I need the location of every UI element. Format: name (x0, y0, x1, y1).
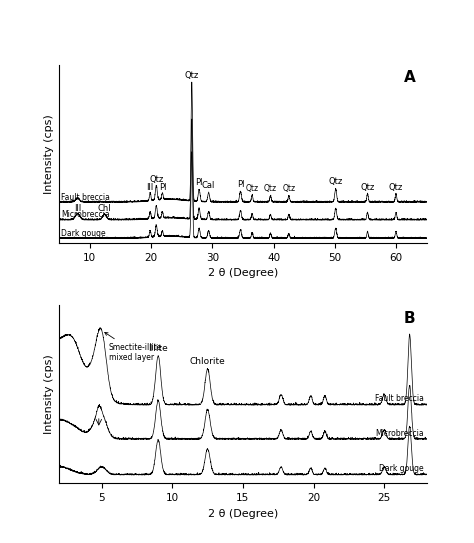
Text: Qtz: Qtz (185, 71, 199, 80)
Text: Qtz: Qtz (149, 175, 164, 184)
Text: Pl: Pl (195, 178, 203, 187)
Text: Smectite-illite
mixed layer: Smectite-illite mixed layer (105, 332, 162, 363)
Text: Qtz: Qtz (328, 177, 343, 186)
Text: Chlorite: Chlorite (190, 357, 226, 367)
Text: Microbreccia: Microbreccia (375, 428, 424, 438)
Y-axis label: Intensity (cps): Intensity (cps) (44, 114, 54, 194)
Text: Chl: Chl (98, 204, 111, 213)
Text: Microbreccia: Microbreccia (61, 210, 109, 219)
Text: Ill: Ill (146, 184, 154, 192)
Text: B: B (404, 311, 416, 326)
Text: Cal: Cal (202, 181, 215, 190)
Text: Illite: Illite (148, 344, 168, 353)
X-axis label: 2 θ (Degree): 2 θ (Degree) (208, 268, 278, 279)
Text: Pl: Pl (237, 180, 244, 189)
Text: Fault breccia: Fault breccia (61, 193, 110, 201)
Text: Qtz: Qtz (264, 184, 277, 193)
X-axis label: 2 θ (Degree): 2 θ (Degree) (208, 509, 278, 519)
Y-axis label: Intensity (cps): Intensity (cps) (44, 355, 54, 434)
Text: Qtz: Qtz (360, 182, 374, 192)
Text: Ill: Ill (74, 204, 81, 213)
Text: Qtz: Qtz (246, 184, 259, 193)
Text: Qtz: Qtz (283, 184, 295, 193)
Text: Pl: Pl (159, 184, 166, 192)
Text: Qtz: Qtz (389, 182, 403, 192)
Text: Dark gouge: Dark gouge (379, 464, 424, 473)
Text: Dark gouge: Dark gouge (61, 229, 106, 238)
Text: Fault breccia: Fault breccia (375, 394, 424, 403)
Text: A: A (404, 71, 416, 85)
